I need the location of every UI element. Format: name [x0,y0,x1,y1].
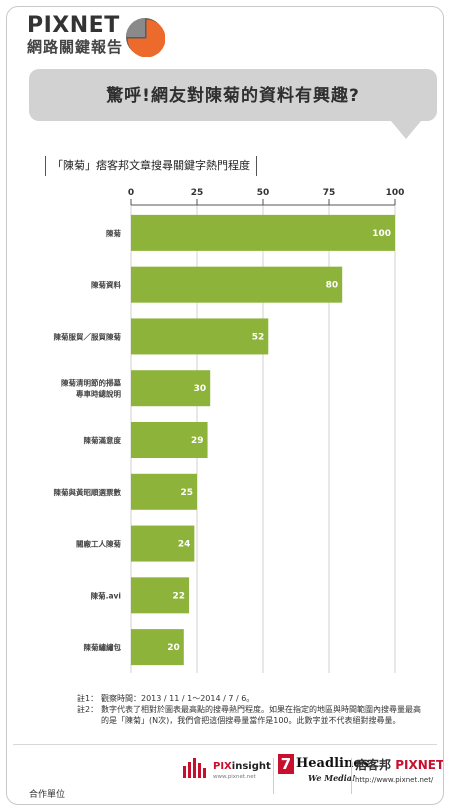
pixnet-name: 痞客邦 PIXNET [355,756,444,773]
pixinsight-bars-icon [183,758,206,778]
bar-chart: 0 25 50 75 100 100 陳菊 80 陳菊資料 52 陳菊服貿／服貿陳菊 30 陳菊清明節的… [54,188,405,673]
headline-banner: 驚呼!網友對陳菊的資料有興趣? [29,69,437,121]
partner-label: 合作單位 [29,790,66,800]
category-label: 陳菊滿意度 [84,435,122,445]
note-1-label: 註1： [77,694,99,703]
bar [131,370,211,407]
pixnet-word: PIXNET [395,758,444,772]
pixinsight-sub: www.pixnet.net [213,774,256,780]
category-label: 陳菊資料 [91,280,121,290]
bar-value-label: 22 [173,591,186,601]
bar [131,318,269,355]
bar [131,473,197,510]
bar [131,577,190,614]
pixnet-logo: 痞客邦 PIXNET http://www.pixnet.net/ [355,756,444,784]
x-tick-label: 100 [386,188,405,198]
pixinsight-word: insight [231,761,271,772]
bar [131,629,184,666]
category-label: 陳菊繡繡包 [84,642,122,652]
note-1-text: 觀察時間：2013 / 11 / 1～2014 / 7 / 6。 [101,694,255,703]
category-label: 陳菊與黃昭順選票數 [54,487,122,497]
bar [131,525,195,562]
bar [131,266,343,303]
bar-value-label: 29 [191,436,204,446]
note-1: 註1： 觀察時間：2013 / 11 / 1～2014 / 7 / 6。 [77,693,427,704]
chart-title: 「陳菊」痞客邦文章搜尋關鍵字熱門程度 [45,156,257,176]
banner-notch [391,121,421,139]
headline-text: 驚呼!網友對陳菊的資料有興趣? [106,86,360,106]
partner-logos: PIXinsight www.pixnet.net 7 Headlines We… [183,752,444,804]
pixinsight-logo: PIXinsight www.pixnet.net [183,756,271,782]
category-label: 陳菊服貿／服貿陳菊 [54,331,122,341]
bar-value-label: 30 [194,384,207,394]
infographic-frame: PIXNET 網路關鍵報告 驚呼!網友對陳菊的資料有興趣? 「陳菊」痞客邦文章搜… [6,6,444,805]
category-label: 陳菊.avi [91,590,121,600]
x-tick-label: 75 [323,188,336,198]
bar-value-label: 20 [167,643,180,653]
7headlines-name: Headlines [296,756,369,771]
pixinsight-name: PIXinsight [213,761,271,772]
bar-value-label: 100 [372,229,391,239]
partner-separator [273,758,274,794]
bar-value-label: 25 [180,488,193,498]
x-tick-label: 50 [257,188,270,198]
category-label: 陳菊清明節的掃墓 [61,378,121,388]
note-2: 註2： 數字代表了相對於圖表最高點的搜尋熱門程度。如果在指定的地區與時間範圍內搜… [77,704,427,726]
bar-value-label: 24 [178,540,191,550]
brand-subtitle: 網路關鍵報告 [27,38,124,56]
pixnet-cn: 痞客邦 [355,758,392,772]
bar-value-label: 52 [252,332,265,342]
category-label: 專車時總說明 [76,389,121,399]
pie-logo-icon [126,18,165,57]
partner-separator [351,758,352,794]
brand-name: PIXNET [27,13,120,38]
category-label: 陳菊 [106,228,121,238]
7headlines-slogan: We Media! [308,773,356,783]
x-tick-label: 0 [128,188,134,198]
x-tick-label: 25 [191,188,204,198]
notes: 註1： 觀察時間：2013 / 11 / 1～2014 / 7 / 6。 註2：… [77,693,427,726]
note-2-label: 註2： [77,705,99,714]
bar-value-label: 80 [326,281,339,291]
pixnet-url[interactable]: http://www.pixnet.net/ [355,776,434,784]
pixinsight-prefix: PIX [213,761,232,772]
7headlines-number: 7 [278,754,294,774]
note-2-text: 數字代表了相對於圖表最高點的搜尋熱門程度。如果在指定的地區與時間範圍內搜尋量最高… [101,705,421,725]
bar [131,214,395,251]
bar [131,422,208,458]
footer-divider [13,744,437,745]
pixnet-report-logo: PIXNET 網路關鍵報告 [27,13,124,57]
category-label: 關廠工人陳菊 [76,539,121,549]
